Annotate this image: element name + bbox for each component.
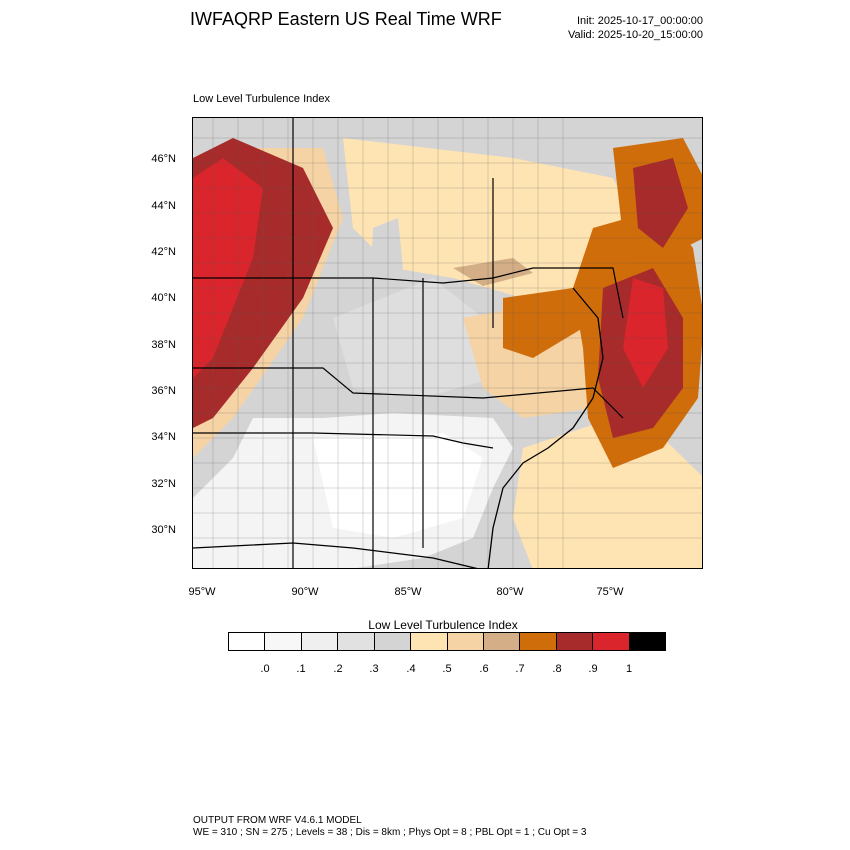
model-options: WE = 310 ; SN = 275 ; Levels = 38 ; Dis … [193, 827, 587, 838]
init-time: Init: 2025-10-17_00:00:00 [577, 15, 703, 27]
model-version: OUTPUT FROM WRF V4.6.1 MODEL [193, 815, 362, 826]
colorbar-label: .9 [588, 663, 598, 675]
lat-label: 42°N [151, 246, 176, 258]
run-times: Init: 2025-10-17_00:00:00 Valid: 2025-10… [540, 14, 703, 42]
colorbar-label: .0 [260, 663, 270, 675]
lon-label: 75°W [596, 586, 624, 598]
colorbar-title: Low Level Turbulence Index [368, 618, 518, 632]
colorbar-box [483, 633, 521, 650]
model-info: OUTPUT FROM WRF V4.6.1 MODEL WE = 310 ; … [193, 815, 586, 839]
lat-label: 44°N [151, 200, 176, 212]
colorbar-label: .1 [296, 663, 306, 675]
lat-label: 34°N [151, 431, 176, 443]
colorbar-box [374, 633, 412, 650]
colorbar-box [593, 633, 630, 650]
lon-label: 80°W [496, 586, 524, 598]
colorbar-box [338, 633, 375, 650]
field-atlantic-max [623, 278, 668, 388]
colorbar-box [629, 633, 666, 650]
colorbar-label: .6 [479, 663, 489, 675]
colorbar-label: .7 [515, 663, 525, 675]
colorbar [228, 632, 666, 651]
page-title: IWFAQRP Eastern US Real Time WRF [190, 9, 502, 29]
colorbar-box [447, 633, 484, 650]
field-min-southeast [313, 433, 483, 538]
colorbar-box [556, 633, 594, 650]
valid-time: Valid: 2025-10-20_15:00:00 [568, 29, 703, 41]
lat-label: 38°N [151, 339, 176, 351]
colorbar-box [265, 633, 302, 650]
lat-label: 46°N [151, 153, 176, 165]
lat-label: 32°N [151, 478, 176, 490]
colorbar-box [229, 633, 266, 650]
gulf-coastline [193, 542, 478, 568]
field-atlantic-south [513, 418, 702, 568]
map-subtitle: Low Level Turbulence Index [193, 93, 330, 105]
map-image [193, 118, 702, 568]
colorbar-label: .4 [406, 663, 416, 675]
lat-label: 36°N [151, 385, 176, 397]
lon-label: 85°W [394, 586, 422, 598]
colorbar-label: .2 [333, 663, 343, 675]
colorbar-box [520, 633, 557, 650]
colorbar-label: .8 [552, 663, 562, 675]
colorbar-label: .5 [442, 663, 452, 675]
lon-label: 95°W [188, 586, 216, 598]
lake-michigan [371, 218, 403, 288]
lat-label: 30°N [151, 524, 176, 536]
field-new-england-high [633, 158, 688, 248]
east-coastline [487, 287, 604, 568]
turbulence-map [192, 117, 703, 569]
colorbar-box [301, 633, 339, 650]
county-grid [193, 118, 702, 568]
colorbar-label: .3 [369, 663, 379, 675]
colorbar-box [411, 633, 448, 650]
lon-label: 90°W [291, 586, 319, 598]
colorbar-label: 1 [625, 663, 633, 675]
lat-label: 40°N [151, 292, 176, 304]
